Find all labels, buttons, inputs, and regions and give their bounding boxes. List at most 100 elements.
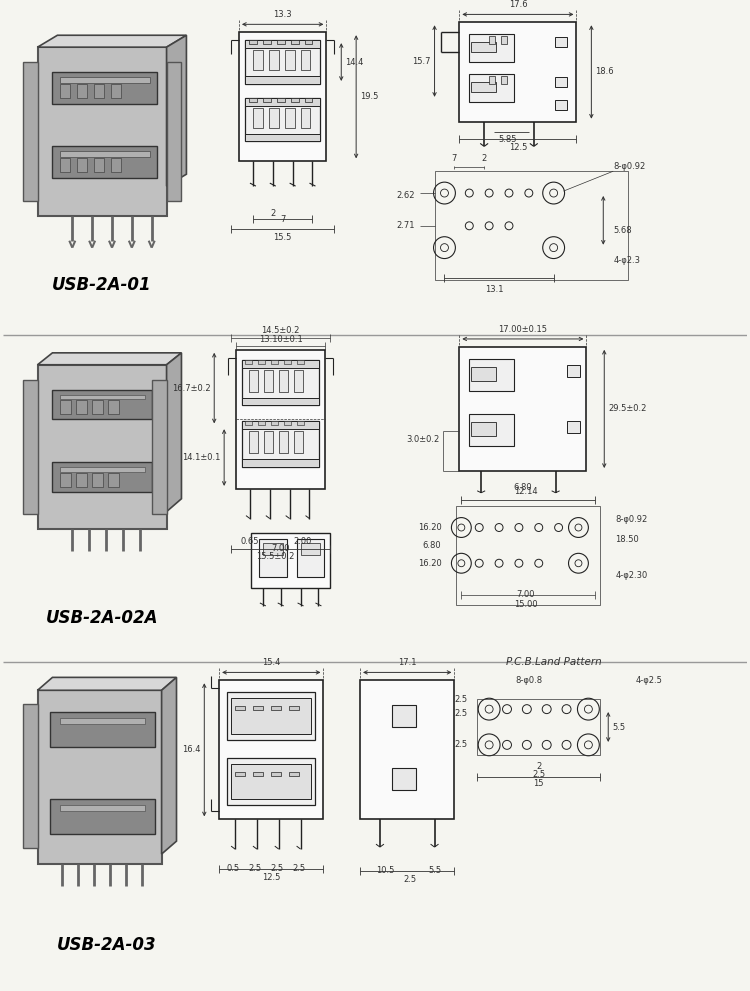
Bar bbox=[38, 365, 166, 528]
Bar bbox=[108, 400, 119, 414]
Bar bbox=[555, 77, 566, 87]
Text: 8-φ0.8: 8-φ0.8 bbox=[515, 676, 542, 686]
Bar bbox=[289, 772, 298, 776]
Bar bbox=[258, 360, 265, 364]
Bar bbox=[471, 43, 496, 53]
Bar bbox=[61, 467, 145, 472]
Bar bbox=[285, 51, 295, 70]
Bar bbox=[111, 84, 121, 98]
Text: 7.00: 7.00 bbox=[272, 544, 290, 553]
Bar bbox=[253, 772, 262, 776]
Text: 15: 15 bbox=[533, 779, 544, 788]
Bar bbox=[293, 370, 302, 391]
Bar bbox=[555, 100, 566, 110]
Bar bbox=[360, 681, 454, 820]
Text: 13.3: 13.3 bbox=[274, 10, 292, 20]
Text: 7.00: 7.00 bbox=[517, 590, 535, 599]
Polygon shape bbox=[38, 678, 176, 691]
Bar bbox=[291, 98, 298, 102]
Bar bbox=[245, 360, 252, 364]
Bar bbox=[459, 23, 577, 122]
Text: 0.65: 0.65 bbox=[241, 537, 260, 546]
Text: 16.7±0.2: 16.7±0.2 bbox=[172, 384, 210, 392]
Text: 18.50: 18.50 bbox=[615, 535, 639, 544]
Text: 2: 2 bbox=[270, 209, 275, 218]
Text: 5.5: 5.5 bbox=[428, 866, 441, 875]
Bar bbox=[271, 360, 278, 364]
Bar bbox=[293, 431, 302, 453]
Bar bbox=[489, 37, 495, 45]
Polygon shape bbox=[38, 36, 187, 48]
Bar bbox=[245, 41, 320, 84]
Bar bbox=[92, 400, 103, 414]
Bar bbox=[50, 800, 154, 834]
Text: 2.5: 2.5 bbox=[532, 770, 545, 779]
Polygon shape bbox=[38, 353, 182, 365]
Bar bbox=[271, 421, 278, 425]
Bar bbox=[471, 82, 496, 92]
Bar bbox=[245, 134, 320, 142]
Bar bbox=[470, 414, 514, 446]
Bar bbox=[94, 84, 104, 98]
Bar bbox=[53, 72, 157, 104]
Bar bbox=[239, 33, 326, 162]
Bar bbox=[245, 98, 320, 106]
Bar bbox=[227, 693, 316, 740]
Bar bbox=[61, 400, 71, 414]
Text: USB-2A-02A: USB-2A-02A bbox=[46, 608, 158, 627]
Bar bbox=[111, 159, 121, 172]
Text: 17.6: 17.6 bbox=[509, 0, 527, 10]
Bar bbox=[50, 713, 154, 747]
Bar bbox=[555, 38, 566, 48]
Text: 17.1: 17.1 bbox=[398, 658, 416, 668]
Bar bbox=[262, 543, 283, 555]
Text: 2.62: 2.62 bbox=[396, 190, 415, 199]
Bar bbox=[264, 431, 273, 453]
Text: 5.85: 5.85 bbox=[499, 136, 517, 145]
Text: 18.6: 18.6 bbox=[596, 67, 614, 76]
Text: 14.5±0.2: 14.5±0.2 bbox=[262, 326, 300, 335]
Text: 12.5: 12.5 bbox=[262, 873, 280, 882]
Text: 2.71: 2.71 bbox=[396, 221, 415, 230]
Bar bbox=[470, 35, 514, 62]
Bar bbox=[392, 768, 416, 790]
Text: 6.80: 6.80 bbox=[423, 541, 442, 550]
Bar bbox=[284, 421, 291, 425]
Bar bbox=[271, 707, 280, 711]
Bar bbox=[61, 159, 70, 172]
Bar bbox=[61, 84, 70, 98]
Bar bbox=[53, 462, 152, 492]
Bar bbox=[92, 473, 103, 487]
Bar bbox=[392, 706, 416, 727]
Bar bbox=[291, 41, 298, 45]
Bar bbox=[268, 51, 279, 70]
Text: 15.4: 15.4 bbox=[262, 658, 280, 668]
Polygon shape bbox=[161, 678, 176, 854]
Bar bbox=[471, 367, 496, 381]
Bar bbox=[470, 359, 514, 390]
Bar bbox=[566, 365, 580, 377]
Bar bbox=[279, 431, 288, 453]
Bar bbox=[231, 699, 311, 734]
Bar bbox=[53, 389, 152, 419]
Bar bbox=[262, 98, 271, 102]
Text: 13.10±0.1: 13.10±0.1 bbox=[259, 335, 302, 344]
Bar bbox=[284, 360, 291, 364]
Bar bbox=[22, 62, 38, 201]
Bar bbox=[296, 360, 304, 364]
Text: 16.4: 16.4 bbox=[182, 745, 200, 754]
Bar bbox=[242, 421, 320, 429]
Text: 6.80: 6.80 bbox=[514, 483, 532, 492]
Text: 16.20: 16.20 bbox=[418, 559, 442, 568]
Text: 2.00: 2.00 bbox=[293, 537, 312, 546]
Bar bbox=[77, 159, 87, 172]
Bar bbox=[566, 421, 580, 433]
Text: 29.5±0.2: 29.5±0.2 bbox=[608, 404, 646, 413]
Text: 14.1±0.1: 14.1±0.1 bbox=[182, 453, 220, 462]
Bar bbox=[304, 98, 313, 102]
Bar bbox=[38, 691, 161, 864]
Text: 19.5: 19.5 bbox=[360, 92, 379, 101]
Text: 8-φ0.92: 8-φ0.92 bbox=[614, 162, 646, 170]
Bar bbox=[242, 397, 320, 405]
Bar bbox=[301, 108, 310, 128]
